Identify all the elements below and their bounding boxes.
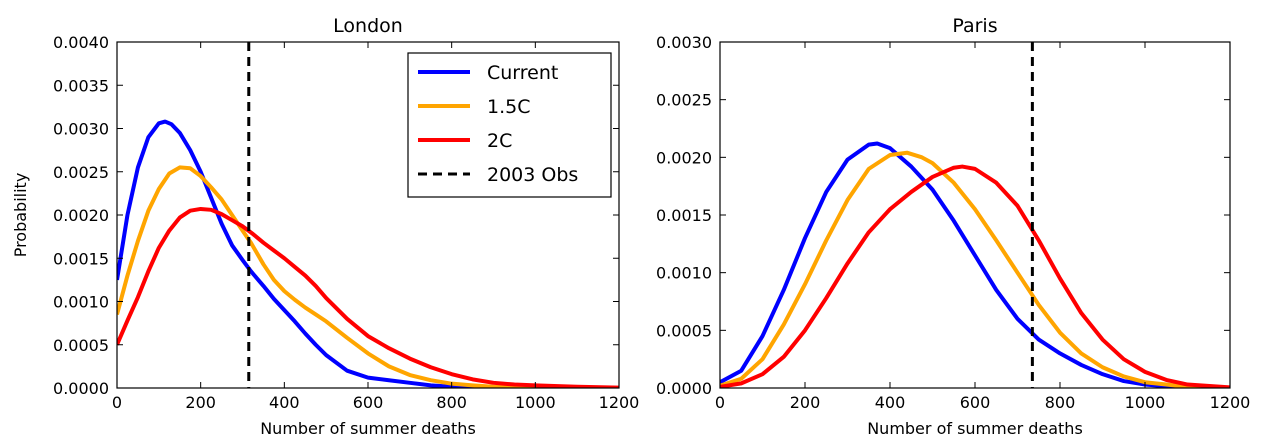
paris-series-2c [720, 164, 1230, 388]
paris-ytick-label: 0.0030 [656, 33, 712, 52]
paris-xtick-label: 200 [790, 393, 821, 412]
paris-xtick-label: 1000 [1125, 393, 1166, 412]
paris-series-1-5c [720, 150, 1230, 388]
legend-label-2003-obs: 2003 Obs [487, 164, 578, 186]
paris-xtick-label: 400 [875, 393, 906, 412]
london-xtick-label: 1000 [515, 393, 556, 412]
paris-ytick-label: 0.0005 [656, 321, 712, 340]
london-ytick-label: 0.0040 [53, 33, 109, 52]
london-xtick-label: 800 [436, 393, 467, 412]
london-ytick-label: 0.0035 [53, 76, 109, 95]
paris-ytick-label: 0.0025 [656, 91, 712, 110]
london-ytick-label: 0.0030 [53, 120, 109, 139]
legend-label-1-5c: 1.5C [487, 96, 530, 118]
paris-xtick-label: 0 [715, 393, 725, 412]
london-title: London [333, 15, 403, 37]
paris-xlabel: Number of summer deaths [867, 419, 1083, 438]
legend-label-current: Current [487, 62, 558, 84]
london-series-1-5c [117, 165, 619, 388]
paris-ytick-label: 0.0010 [656, 264, 712, 283]
london-xlabel: Number of summer deaths [260, 419, 476, 438]
london-xtick-label: 1200 [599, 393, 640, 412]
london-ytick-label: 0.0020 [53, 206, 109, 225]
paris-xtick-label: 800 [1045, 393, 1076, 412]
paris-title: Paris [952, 15, 997, 37]
london-panel: 0 200 400 600 800 1000 1200 0.0000 0.0005 0.0010 0… [11, 15, 639, 438]
london-ytick-label: 0.0005 [53, 336, 109, 355]
london-ytick-label: 0.0025 [53, 163, 109, 182]
london-ytick-label: 0.0000 [53, 379, 109, 398]
paris-xtick-label: 600 [960, 393, 991, 412]
paris-panel: 0 200 400 600 800 1000 1200 0.0000 0.0005 0.0010 0… [656, 15, 1250, 438]
london-series-2c [117, 206, 619, 388]
london-series-current [117, 119, 619, 388]
london-xtick-label: 400 [269, 393, 300, 412]
paris-ytick-label: 0.0000 [656, 379, 712, 398]
london-xtick-label: 200 [185, 393, 216, 412]
paris-xtick-label: 1200 [1210, 393, 1251, 412]
legend-label-2c: 2C [487, 130, 512, 152]
paris-plot-frame [719, 41, 1231, 389]
london-xtick-label: 0 [112, 393, 122, 412]
legend: Current 1.5C 2C 2003 Obs [407, 52, 612, 198]
paris-ytick-label: 0.0020 [656, 148, 712, 167]
london-xtick-label: 600 [353, 393, 384, 412]
london-ytick-label: 0.0010 [53, 293, 109, 312]
paris-ytick-label: 0.0015 [656, 206, 712, 225]
paris-series-current [720, 141, 1230, 388]
london-ytick-label: 0.0015 [53, 249, 109, 268]
london-ylabel: Probability [11, 173, 30, 258]
